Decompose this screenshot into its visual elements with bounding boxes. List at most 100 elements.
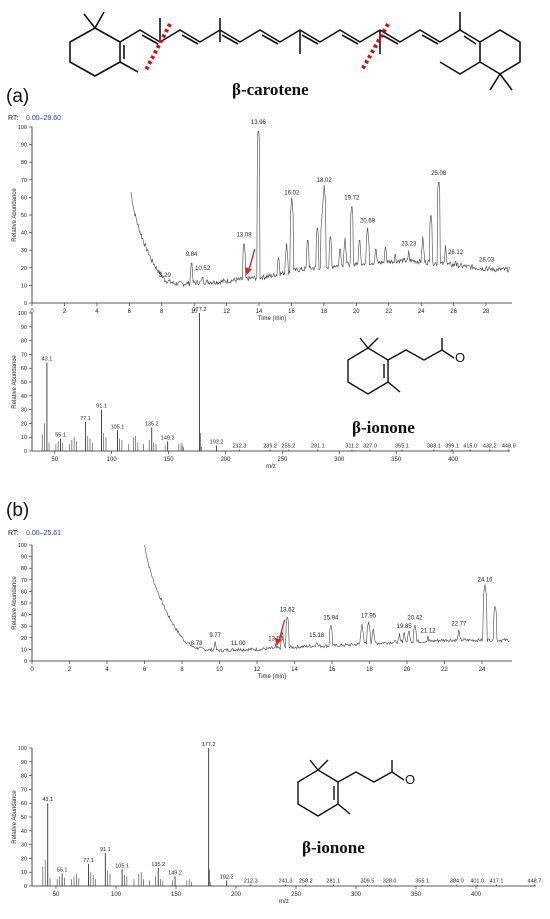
spectrum-b-ytick-label: 70 (21, 787, 27, 793)
chromatogram-a-peak-label: 10.52 (195, 266, 211, 272)
spectrum-b-xtick-label: 200 (231, 892, 242, 898)
chromatogram-b-ytick-label: 90 (21, 555, 27, 561)
rt-label-b: RT: (8, 530, 18, 537)
spectrum-b-bar-label: 149.2 (168, 870, 182, 876)
spectrum-b-ytick-label: 40 (21, 829, 27, 835)
spectrum-b: 0 10 20 30 40 50 60 70 80 90 100 50 100 150 200 250 300 3… (12, 742, 541, 905)
spectrum-b-ytick-label: 60 (21, 801, 27, 807)
spectrum-a-bar-label: 149.2 (161, 435, 175, 441)
chromatogram-a-xtick-label: 16 (288, 309, 295, 315)
chromatogram-a-xtick-label: 8 (160, 309, 164, 315)
chromatogram-a-ytick-label: 50 (21, 213, 27, 219)
chromatogram-b-trace (144, 544, 510, 653)
spectrum-b-xtick-label: 100 (111, 892, 122, 898)
chromatogram-b-xtick-label: 10 (216, 667, 223, 673)
chromatogram-b-xlabel: Time (min) (258, 674, 286, 680)
spectrum-b-bar-label: 417.1 (490, 879, 504, 885)
spectrum-a-xtick-label: 100 (107, 457, 118, 463)
chromatogram-b-xtick-label: 20 (404, 667, 411, 673)
spectrum-a-bar-label: 327.0 (363, 444, 377, 450)
spectrum-a-xlabel: m/z (266, 464, 276, 470)
spectrum-b-bar-label: 177.2 (202, 742, 216, 748)
spectrum-b-xtick-label: 350 (411, 892, 422, 898)
beta-ionone-a-name: β-ionone (352, 418, 415, 437)
chromatogram-b-ytick-label: 50 (21, 601, 27, 607)
chromatogram-b-ylabel: Relative Abundance (12, 576, 18, 630)
spectrum-a-bar-label: 255.2 (281, 444, 295, 450)
chromatogram-b-peak-label: 22.77 (451, 622, 467, 628)
chromatogram-a-xtick-label: 4 (95, 309, 99, 315)
spectrum-b-bar-label: 135.2 (151, 862, 165, 868)
chromatogram-b-xtick-label: 24 (479, 667, 486, 673)
chromatogram-b-xtick-label: 12 (254, 667, 261, 673)
beta-carotene-name: β-carotene (232, 80, 309, 99)
chromatogram-b-xtick-label: 4 (105, 667, 109, 673)
chromatogram-b-xtick-label: 2 (68, 667, 72, 673)
chromatogram-a-ytick-label: 20 (21, 266, 27, 272)
spectrum-a-bar-label: 415.0 (463, 444, 477, 450)
spectrum-a-bar-label: 91.1 (96, 404, 107, 410)
beta-ionone-structure-b (297, 759, 405, 817)
ketone-o-b: O (405, 772, 415, 787)
spectrum-a-bar-label: 55.1 (55, 433, 66, 439)
chromatogram-b-peak-label: 21.12 (420, 628, 436, 634)
spectrum-a-bar-label: 177.2 (193, 307, 207, 313)
chromatogram-a-ytick-label: 60 (21, 195, 27, 201)
spectrum-b-bar-label: 448.7 (528, 879, 542, 885)
chromatogram-a-peak-label: 9.84 (186, 252, 198, 258)
spectrum-b-xtick-label: 250 (291, 892, 302, 898)
chromatogram-a-peak-label: 28.03 (479, 257, 495, 263)
spectrum-a-xtick-label: 350 (391, 457, 402, 463)
spectrum-a-xtick-label: 200 (220, 457, 231, 463)
spectrum-a-xtick-label: 50 (51, 457, 58, 463)
spectrum-a-bar-label: 135.2 (145, 422, 159, 428)
chromatogram-a-ylabel: Relative Abundance (12, 188, 18, 242)
chromatogram-b-peak-label: 15.18 (309, 633, 325, 639)
spectrum-b-ytick-label: 0 (24, 884, 27, 890)
chromatogram-b-peak-label: 9.77 (209, 633, 221, 639)
chromatogram-b-ytick-label: 80 (21, 566, 27, 572)
spectrum-a-bar-label: 281.1 (311, 444, 325, 450)
spectrum-b-ytick-label: 10 (21, 870, 27, 876)
chromatogram-a-xtick-label: 26 (450, 309, 457, 315)
spectrum-a-bar-label: 383.1 (427, 444, 441, 450)
spectrum-b-ytick-label: 80 (21, 774, 27, 780)
chromatogram-b-peak-label: 11.00 (231, 641, 246, 647)
chromatogram-b-peak-label: 13.62 (280, 608, 296, 614)
spectrum-a-bar-label: 239.2 (263, 444, 277, 450)
chromatogram-b-ytick-label: 100 (18, 543, 27, 549)
spectrum-b-xtick-label: 150 (171, 892, 182, 898)
spectrum-b-bar-label: 384.0 (450, 879, 464, 885)
chromatogram-a-peak-label: 13.96 (251, 120, 267, 126)
spectrum-b-xtick-label: 400 (471, 892, 482, 898)
spectrum-b-bar-label: 192.2 (220, 874, 234, 880)
chromatogram-b-xtick-label: 6 (143, 667, 147, 673)
chromatogram-b-ytick-label: 20 (21, 636, 27, 642)
chromatogram-a-ytick-label: 100 (18, 125, 27, 131)
chromatogram-a-xtick-label: 12 (223, 309, 230, 315)
beta-carotene-structure (69, 11, 521, 91)
chromatogram-a-ytick-label: 80 (21, 160, 27, 166)
chromatogram-b-xtick-label: 18 (366, 667, 373, 673)
spectrum-a-ytick-label: 20 (21, 421, 27, 427)
spectrum-a-ytick-label: 40 (21, 394, 27, 400)
chromatogram-a-peak-label: 20.69 (360, 219, 376, 225)
spectrum-b-ylabel: Relative Abundance (12, 790, 18, 844)
chromatogram-a-xtick-label: 14 (256, 309, 263, 315)
spectrum-b-bar-label: 309.5 (361, 879, 375, 885)
chromatogram-a-peak-label: 23.23 (401, 241, 417, 247)
chromatogram-b-arrow-head (274, 637, 282, 646)
spectrum-a-xtick-label: 150 (164, 457, 175, 463)
chromatogram-b-peak-label: 17.95 (361, 613, 377, 619)
spectrum-a-ytick-label: 10 (21, 435, 27, 441)
chromatogram-a-peak-label: 25.08 (431, 171, 447, 177)
chromatogram-b-xtick-label: 22 (441, 667, 448, 673)
chromatogram-b-arrow (277, 619, 286, 642)
chromatogram-a-trace (130, 130, 511, 288)
chromatogram-a-xlabel: Time (min) (258, 316, 286, 322)
spectrum-b-bar-label: 91.1 (100, 847, 111, 853)
spectrum-b-bar-label: 77.1 (83, 858, 94, 864)
spectrum-a-xtick-label: 400 (448, 457, 459, 463)
chromatogram-b-xtick-label: 0 (30, 667, 34, 673)
